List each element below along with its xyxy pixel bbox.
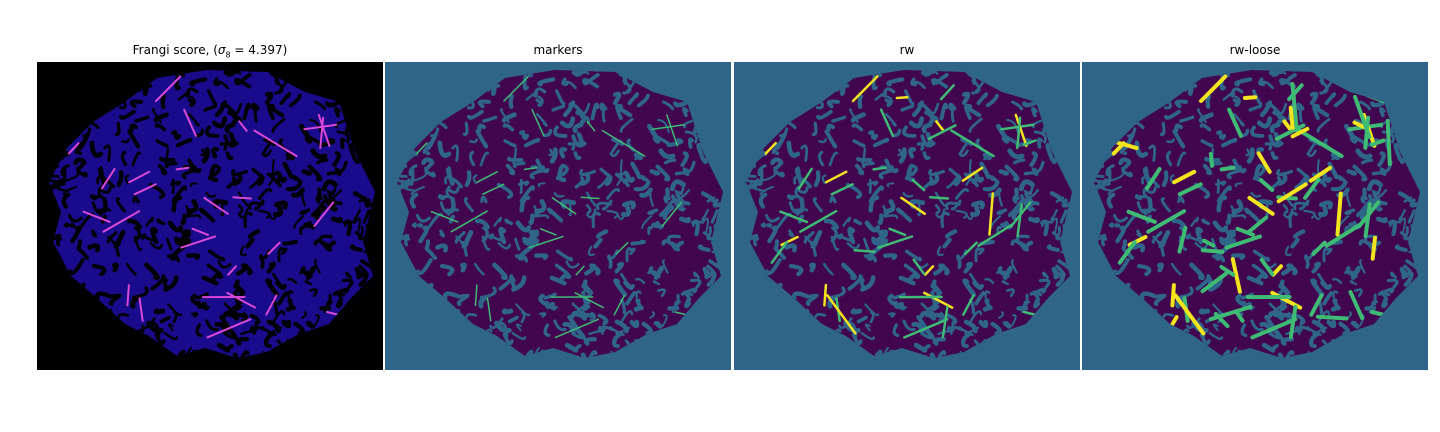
panel-title-rw: rw <box>899 43 915 57</box>
markers-image <box>385 62 731 370</box>
panel-title-rw-loose: rw-loose <box>1229 43 1281 57</box>
rw-image <box>734 62 1080 370</box>
frangi-score-image <box>37 62 383 370</box>
rw-loose-image <box>1082 62 1428 370</box>
panel-title-frangi: Frangi score, (σ8 = 4.397) <box>132 43 288 60</box>
panel-title-markers: markers <box>533 43 583 57</box>
